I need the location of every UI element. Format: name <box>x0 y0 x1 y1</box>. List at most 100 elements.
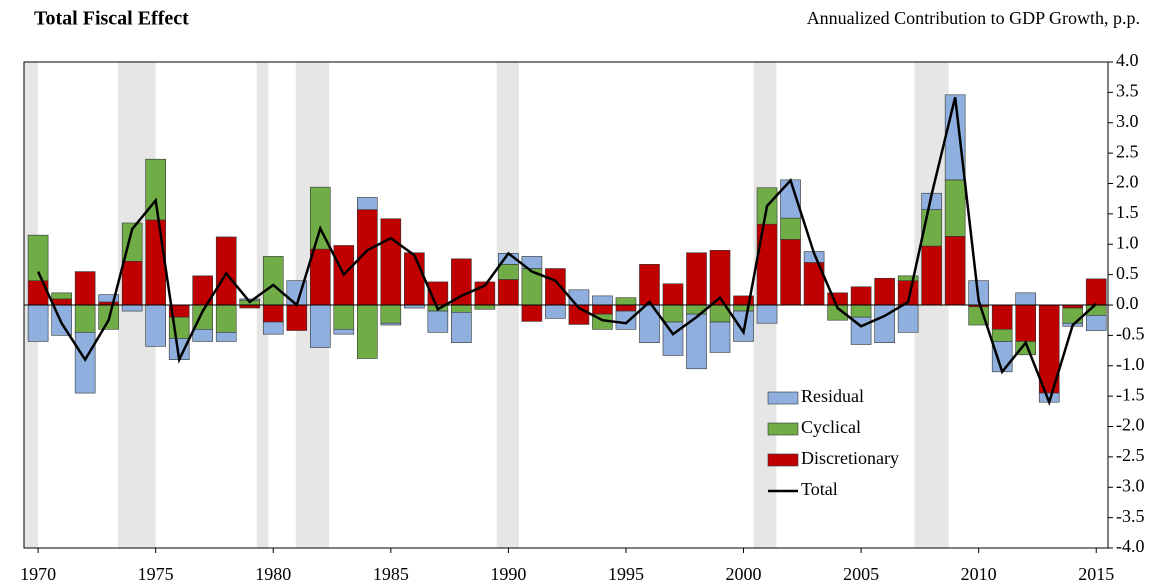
bar <box>498 263 519 280</box>
legend-label: Total <box>801 479 838 499</box>
y-tick-label: 1.0 <box>1116 232 1139 252</box>
bar <box>1085 315 1107 331</box>
y-tick-label: 0.0 <box>1116 293 1139 313</box>
bar <box>639 263 660 306</box>
bar <box>98 294 119 303</box>
bar <box>850 304 872 318</box>
y-tick-label: 2.5 <box>1116 141 1139 161</box>
bar <box>215 304 237 333</box>
bar <box>333 304 355 330</box>
bar <box>686 313 707 370</box>
bar <box>262 321 284 335</box>
bar <box>615 310 637 330</box>
x-tick-label: 1980 <box>255 564 291 584</box>
bar <box>568 289 590 306</box>
bar <box>733 304 754 312</box>
x-tick-label: 2010 <box>961 564 997 584</box>
x-tick-label: 2005 <box>843 564 879 584</box>
bar <box>404 252 425 306</box>
y-tick-label: -2.0 <box>1116 415 1145 435</box>
bar <box>545 304 566 319</box>
bar <box>709 321 731 353</box>
legend-swatch <box>767 453 799 467</box>
bar <box>74 271 96 306</box>
bar <box>521 304 543 322</box>
y-tick-label: -1.0 <box>1116 354 1145 374</box>
bar <box>27 304 49 342</box>
bar <box>192 328 214 342</box>
bar <box>545 268 566 306</box>
bar <box>662 321 684 356</box>
chart-subtitle: Annualized Contribution to GDP Growth, p… <box>807 8 1140 28</box>
legend-label: Discretionary <box>801 448 899 468</box>
bar <box>27 234 49 281</box>
bar <box>239 298 261 301</box>
legend-label: Residual <box>801 386 864 406</box>
bar <box>897 304 919 333</box>
bar <box>215 332 237 342</box>
x-tick-label: 1985 <box>373 564 409 584</box>
bar <box>1062 307 1084 324</box>
bar <box>451 304 472 313</box>
x-tick-label: 2000 <box>726 564 762 584</box>
x-tick-label: 1995 <box>608 564 644 584</box>
bar <box>286 304 308 331</box>
bar <box>121 260 143 306</box>
bar <box>921 245 942 306</box>
bar <box>51 298 72 306</box>
bar <box>451 258 472 306</box>
bar <box>991 328 1013 342</box>
bar <box>215 236 237 306</box>
bar <box>944 236 966 306</box>
bar <box>592 295 613 306</box>
y-tick-label: -1.5 <box>1116 384 1145 404</box>
bar <box>74 332 96 394</box>
y-tick-label: 0.5 <box>1116 263 1139 283</box>
bar <box>756 223 778 306</box>
y-tick-label: 3.5 <box>1116 81 1139 101</box>
bar <box>474 304 496 310</box>
y-tick-label: 4.0 <box>1116 50 1139 70</box>
bar <box>662 283 684 306</box>
bar <box>1085 278 1107 306</box>
bar <box>991 341 1013 373</box>
bar <box>944 179 966 237</box>
bar <box>615 297 637 306</box>
bar <box>145 304 166 347</box>
bar <box>380 304 402 324</box>
bar <box>380 218 402 306</box>
bar <box>357 197 378 210</box>
bar <box>780 217 801 240</box>
bar <box>262 256 284 306</box>
bar <box>427 310 449 333</box>
bar <box>1015 304 1037 342</box>
y-tick-label: -2.5 <box>1116 445 1145 465</box>
bar <box>850 286 872 306</box>
total-line <box>36 96 1098 406</box>
bar <box>897 275 919 281</box>
bar <box>145 219 166 306</box>
y-tick-label: 3.0 <box>1116 111 1139 131</box>
bar <box>615 304 637 312</box>
bar <box>309 186 331 250</box>
legend-label: Cyclical <box>801 417 861 437</box>
bar <box>686 252 707 306</box>
bar <box>1015 292 1037 306</box>
bar <box>968 306 989 326</box>
y-tick-label: -3.5 <box>1116 506 1145 526</box>
y-tick-label: 1.5 <box>1116 202 1139 222</box>
bar <box>498 279 519 306</box>
x-tick-label: 1975 <box>138 564 174 584</box>
bar <box>309 304 331 348</box>
y-tick-label: -4.0 <box>1116 536 1145 556</box>
chart-title: Total Fiscal Effect <box>34 8 189 30</box>
bar <box>121 304 143 312</box>
legend-swatch <box>767 422 799 436</box>
y-tick-label: -0.5 <box>1116 324 1145 344</box>
x-tick-label: 2015 <box>1078 564 1114 584</box>
x-tick-label: 1990 <box>490 564 526 584</box>
bar <box>262 304 284 323</box>
bar <box>357 304 378 359</box>
y-tick-label: -3.0 <box>1116 475 1145 495</box>
